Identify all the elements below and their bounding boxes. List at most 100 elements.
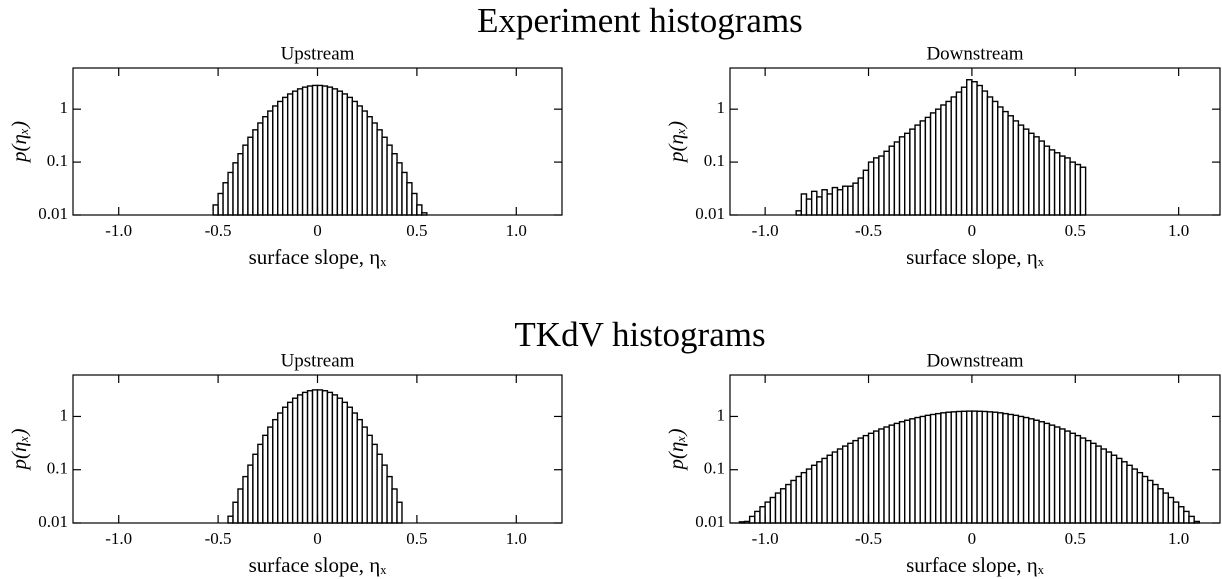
bar bbox=[1053, 152, 1061, 216]
bar bbox=[997, 412, 1004, 524]
bar bbox=[852, 439, 859, 524]
bar bbox=[1126, 464, 1133, 524]
bar bbox=[227, 515, 234, 524]
bar bbox=[981, 410, 989, 524]
bar bbox=[991, 411, 999, 524]
bar bbox=[376, 129, 383, 216]
bar bbox=[1121, 461, 1128, 524]
bar bbox=[955, 91, 963, 216]
bar bbox=[341, 93, 349, 216]
bar bbox=[1152, 483, 1159, 524]
bar bbox=[331, 394, 339, 524]
bar bbox=[1033, 419, 1040, 524]
bar bbox=[1048, 424, 1056, 524]
bar bbox=[1022, 416, 1030, 524]
bar bbox=[1183, 510, 1190, 524]
bar bbox=[966, 79, 973, 216]
bar bbox=[1084, 439, 1092, 524]
x-tick-label: 0 bbox=[968, 529, 977, 548]
x-tick-label: -0.5 bbox=[205, 221, 232, 240]
y-tick-label: 0.01 bbox=[38, 512, 68, 531]
bar bbox=[919, 415, 927, 524]
bar bbox=[361, 110, 368, 216]
y-tick-label: 0.01 bbox=[38, 204, 68, 223]
bar bbox=[247, 464, 254, 524]
bar bbox=[321, 85, 329, 216]
x-tick-label: 0 bbox=[313, 221, 322, 240]
bar bbox=[810, 464, 818, 524]
bar bbox=[257, 443, 264, 524]
bar bbox=[336, 90, 344, 216]
section-title: TKdV histograms bbox=[514, 315, 765, 354]
x-axis-label: surface slope, ηₓ bbox=[906, 553, 1045, 577]
bar bbox=[929, 112, 937, 216]
bar bbox=[935, 412, 942, 524]
bar bbox=[366, 116, 373, 216]
bar bbox=[1074, 163, 1082, 216]
bar bbox=[1162, 492, 1170, 524]
bar bbox=[396, 162, 403, 216]
bar bbox=[1012, 414, 1020, 524]
bar bbox=[356, 105, 363, 216]
plot-frame bbox=[729, 67, 1221, 216]
bar bbox=[826, 193, 834, 216]
bar bbox=[411, 192, 418, 216]
bar bbox=[267, 426, 274, 524]
bar bbox=[847, 442, 854, 524]
bar bbox=[212, 204, 219, 216]
bar bbox=[242, 475, 249, 524]
x-tick-label: 0 bbox=[313, 529, 322, 548]
x-tick-label: 1.0 bbox=[506, 529, 527, 548]
bar bbox=[914, 124, 921, 216]
bar bbox=[232, 162, 239, 216]
bar bbox=[872, 157, 880, 216]
bar bbox=[1069, 432, 1076, 524]
x-tick-label: 1.0 bbox=[1168, 221, 1189, 240]
bar bbox=[1064, 157, 1071, 216]
y-tick-label: 1 bbox=[60, 98, 69, 117]
y-axis-label: p(ηₓ) bbox=[7, 429, 31, 472]
bar bbox=[836, 448, 844, 524]
bar bbox=[976, 410, 983, 524]
bar bbox=[893, 141, 901, 216]
bar bbox=[898, 421, 906, 524]
bar bbox=[222, 182, 229, 216]
bar bbox=[1059, 428, 1066, 524]
x-tick-label: -1.0 bbox=[752, 221, 779, 240]
bar bbox=[296, 88, 304, 216]
bar bbox=[1038, 140, 1045, 216]
bar bbox=[326, 391, 334, 524]
bar bbox=[800, 193, 808, 216]
bar bbox=[376, 453, 383, 524]
bar bbox=[971, 81, 978, 216]
y-tick-label: 0.01 bbox=[695, 204, 725, 223]
bar bbox=[1115, 457, 1123, 524]
bar bbox=[1017, 124, 1025, 216]
bar bbox=[1177, 506, 1185, 524]
bar bbox=[1110, 454, 1118, 524]
bar bbox=[1017, 415, 1025, 524]
bar bbox=[1002, 412, 1009, 524]
bar bbox=[1048, 149, 1056, 216]
bar bbox=[366, 434, 373, 524]
y-axis-label: p(ηₓ) bbox=[7, 121, 31, 164]
bar bbox=[1095, 445, 1102, 524]
bar bbox=[759, 506, 766, 524]
bar bbox=[841, 445, 849, 524]
bar bbox=[361, 426, 368, 524]
bar bbox=[381, 464, 388, 524]
bar bbox=[795, 475, 803, 524]
bar bbox=[841, 185, 849, 216]
bar bbox=[1007, 115, 1014, 216]
bar bbox=[277, 412, 284, 524]
bar bbox=[282, 96, 289, 216]
bar bbox=[416, 204, 423, 216]
bar bbox=[301, 391, 309, 524]
x-tick-label: 0 bbox=[968, 221, 977, 240]
panel-title: Upstream bbox=[281, 350, 355, 371]
bar bbox=[331, 88, 339, 216]
bar bbox=[826, 454, 834, 524]
bar bbox=[1167, 496, 1175, 524]
bar bbox=[805, 468, 813, 524]
